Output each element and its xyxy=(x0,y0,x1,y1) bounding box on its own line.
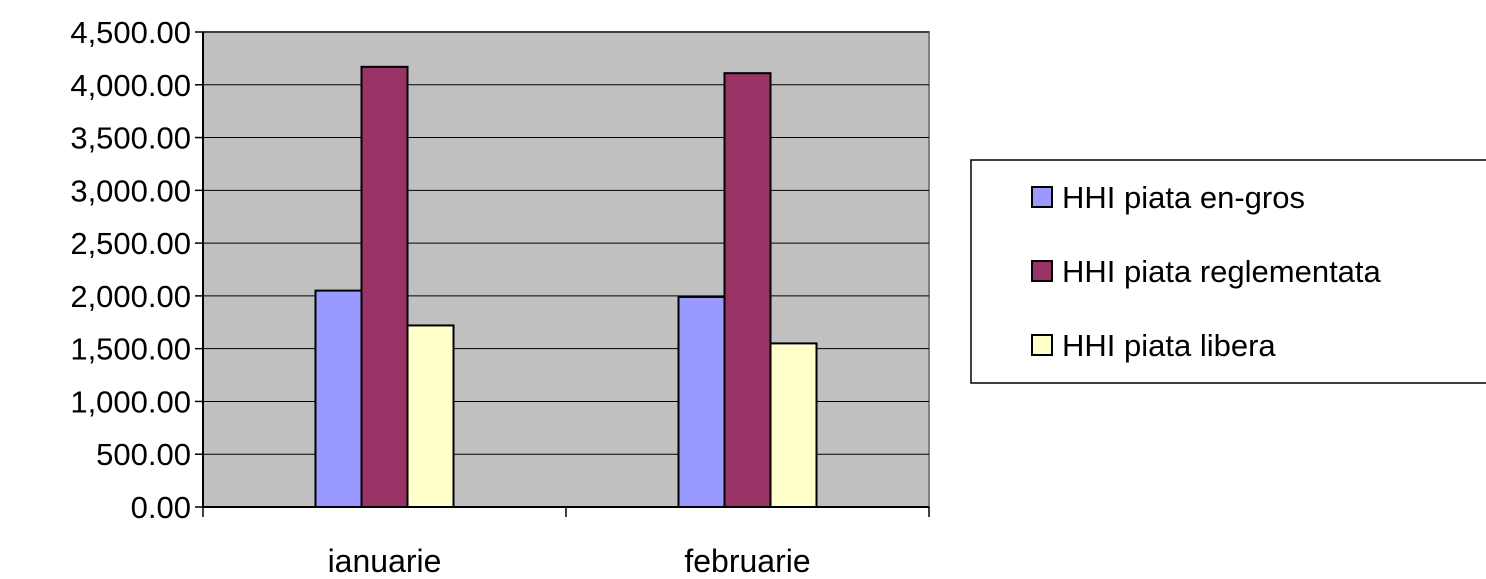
bars xyxy=(314,65,818,509)
legend-label: HHI piata en-gros xyxy=(1062,180,1305,215)
y-tick-label: 3,000.00 xyxy=(70,173,191,208)
y-tick-label: 3,500.00 xyxy=(70,121,191,156)
bar xyxy=(360,65,409,508)
bar xyxy=(677,295,726,509)
legend: HHI piata en-gros HHI piata reglementata H… xyxy=(970,159,1486,384)
legend-box xyxy=(970,159,1486,384)
y-tick-label: 1,500.00 xyxy=(70,332,191,367)
legend-label: HHI piata reglementata xyxy=(1062,254,1382,289)
axes xyxy=(195,31,930,517)
y-tick-label: 2,000.00 xyxy=(70,279,191,314)
y-tick-label: 4,500.00 xyxy=(70,15,191,50)
x-tick-label: februarie xyxy=(684,543,810,579)
x-tick-labels: ianuarie februarie xyxy=(328,543,811,579)
bar xyxy=(406,324,455,509)
y-tick-label: 2,500.00 xyxy=(70,226,191,261)
plot-area xyxy=(202,31,930,508)
legend-swatch xyxy=(1031,334,1053,356)
bar xyxy=(723,72,772,509)
y-tick-label: 500.00 xyxy=(96,437,191,472)
bar xyxy=(769,342,818,508)
x-tick-label: ianuarie xyxy=(328,543,442,579)
bar xyxy=(314,289,363,508)
y-tick-label: 1,000.00 xyxy=(70,384,191,419)
y-tick-label: 4,000.00 xyxy=(70,68,191,103)
legend-swatch xyxy=(1031,260,1053,282)
legend-swatch xyxy=(1031,186,1053,208)
y-tick-labels: 0.00 500.00 1,000.00 1,500.00 2,000.00 2,500.… xyxy=(70,15,191,525)
legend-label: HHI piata libera xyxy=(1062,328,1276,363)
y-tick-label: 0.00 xyxy=(131,490,191,525)
